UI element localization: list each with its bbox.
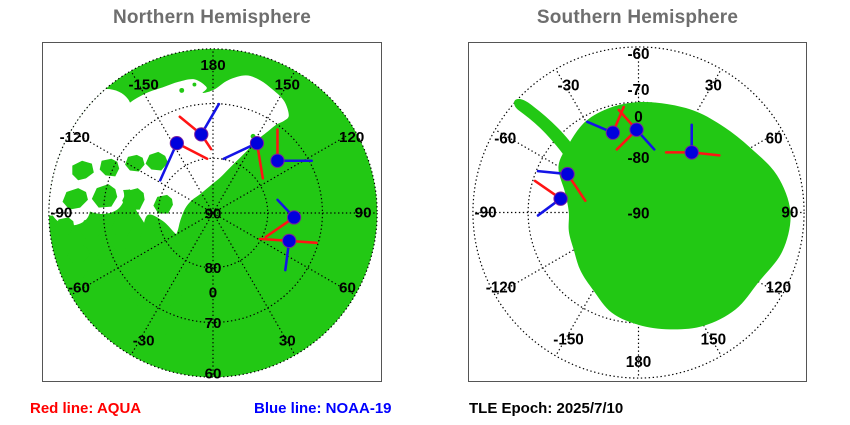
svg-text:180: 180 <box>200 57 225 74</box>
svg-text:80: 80 <box>205 260 222 277</box>
svg-text:-90: -90 <box>475 204 497 221</box>
svg-text:-60: -60 <box>627 46 649 63</box>
svg-text:180: 180 <box>626 354 651 371</box>
svg-text:30: 30 <box>279 332 296 349</box>
svg-text:-90: -90 <box>50 204 72 221</box>
svg-text:-150: -150 <box>553 332 584 349</box>
svg-text:-120: -120 <box>60 129 90 146</box>
svg-text:60: 60 <box>339 280 356 297</box>
svg-text:-60: -60 <box>68 280 90 297</box>
svg-text:30: 30 <box>705 77 722 94</box>
svg-text:90: 90 <box>781 204 798 221</box>
svg-text:-120: -120 <box>486 279 517 296</box>
svg-text:120: 120 <box>339 129 364 146</box>
svg-text:-90: -90 <box>627 205 649 222</box>
svg-text:70: 70 <box>205 315 222 332</box>
svg-text:60: 60 <box>205 366 222 382</box>
svg-text:90: 90 <box>355 204 372 221</box>
svg-text:-80: -80 <box>627 150 649 167</box>
svg-text:-150: -150 <box>128 76 158 93</box>
svg-text:150: 150 <box>275 76 300 93</box>
svg-text:120: 120 <box>766 279 791 296</box>
svg-text:0: 0 <box>209 285 217 302</box>
svg-text:60: 60 <box>766 131 783 148</box>
svg-text:-30: -30 <box>557 77 579 94</box>
svg-text:-30: -30 <box>133 332 155 349</box>
svg-text:-60: -60 <box>494 131 516 148</box>
svg-text:-70: -70 <box>627 82 649 99</box>
svg-text:150: 150 <box>701 332 726 349</box>
svg-text:90: 90 <box>205 205 222 222</box>
